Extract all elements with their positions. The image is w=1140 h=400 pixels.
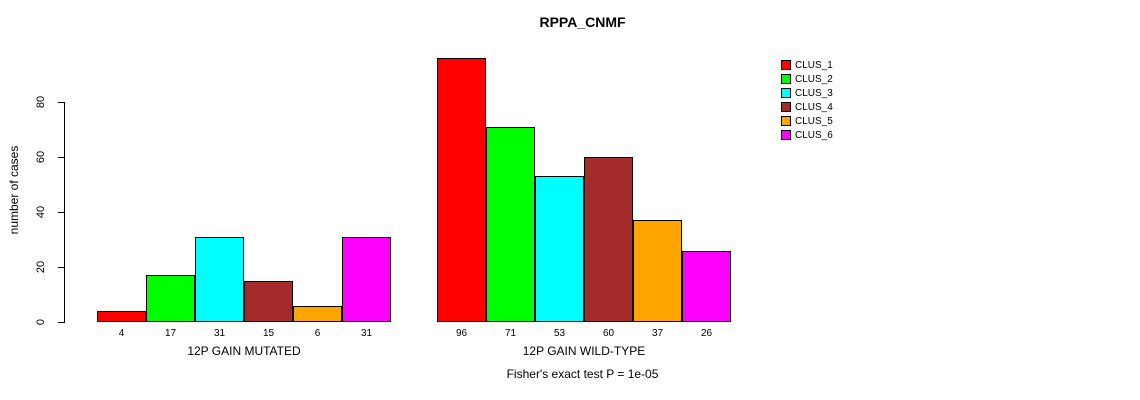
legend-label: CLUS_5 [795, 115, 833, 127]
bar-value-label: 96 [455, 328, 468, 339]
x-group-label: 12P GAIN WILD-TYPE [522, 344, 646, 358]
y-tick-mark [58, 102, 64, 103]
legend-label: CLUS_2 [795, 73, 833, 85]
y-tick-mark [58, 157, 64, 158]
bar-CLUS_3-2 [535, 176, 584, 322]
y-tick-label: 80 [35, 95, 47, 109]
legend: CLUS_1 CLUS_2 CLUS_3 CLUS_4 CLUS_5 CLUS_6 [781, 58, 833, 142]
bar-value-label: 31 [213, 328, 226, 339]
bar-CLUS_6-2 [682, 250, 731, 322]
legend-label: CLUS_4 [795, 101, 833, 113]
chart-title: RPPA_CNMF [539, 14, 626, 30]
y-tick-label: 40 [35, 205, 47, 219]
legend-item-clus_1: CLUS_1 [781, 58, 833, 72]
bar-value-label: 60 [602, 328, 615, 339]
legend-item-clus_4: CLUS_4 [781, 100, 833, 114]
legend-swatch-icon [781, 130, 791, 140]
y-axis-label: number of cases [7, 145, 21, 235]
legend-item-clus_6: CLUS_6 [781, 128, 833, 142]
bar-CLUS_4-2 [584, 157, 633, 322]
bar-value-label: 31 [360, 328, 373, 339]
bar-value-label: 15 [262, 328, 275, 339]
bar-CLUS_4-1 [244, 280, 293, 322]
legend-label: CLUS_6 [795, 129, 833, 141]
y-axis-line [64, 102, 65, 323]
legend-item-clus_3: CLUS_3 [781, 86, 833, 100]
bar-value-label: 17 [164, 328, 177, 339]
bar-CLUS_3-1 [195, 236, 244, 322]
bar-CLUS_5-2 [633, 220, 682, 322]
legend-swatch-icon [781, 102, 791, 112]
bar-CLUS_6-1 [342, 236, 391, 322]
legend-swatch-icon [781, 74, 791, 84]
bar-value-label: 71 [504, 328, 517, 339]
legend-swatch-icon [781, 116, 791, 126]
x-group-label: 12P GAIN MUTATED [187, 344, 301, 358]
y-tick-label: 20 [35, 260, 47, 274]
legend-swatch-icon [781, 60, 791, 70]
bar-CLUS_2-1 [146, 275, 195, 322]
bar-value-label: 4 [118, 328, 125, 339]
footer-annotation: Fisher's exact test P = 1e-05 [506, 367, 659, 381]
y-tick-mark [58, 212, 64, 213]
legend-swatch-icon [781, 88, 791, 98]
legend-item-clus_2: CLUS_2 [781, 72, 833, 86]
bar-CLUS_2-2 [486, 126, 535, 322]
bar-CLUS_1-1 [97, 311, 146, 322]
bar-value-label: 53 [553, 328, 566, 339]
y-tick-mark [58, 267, 64, 268]
bar-value-label: 6 [314, 328, 321, 339]
bar-CLUS_1-2 [437, 58, 486, 322]
legend-item-clus_5: CLUS_5 [781, 114, 833, 128]
bar-CLUS_5-1 [293, 305, 342, 322]
legend-label: CLUS_1 [795, 59, 833, 71]
y-tick-mark [58, 322, 64, 323]
y-tick-label: 0 [35, 318, 47, 326]
legend-label: CLUS_3 [795, 87, 833, 99]
bar-value-label: 26 [700, 328, 713, 339]
y-tick-label: 60 [35, 150, 47, 164]
bar-value-label: 37 [651, 328, 664, 339]
